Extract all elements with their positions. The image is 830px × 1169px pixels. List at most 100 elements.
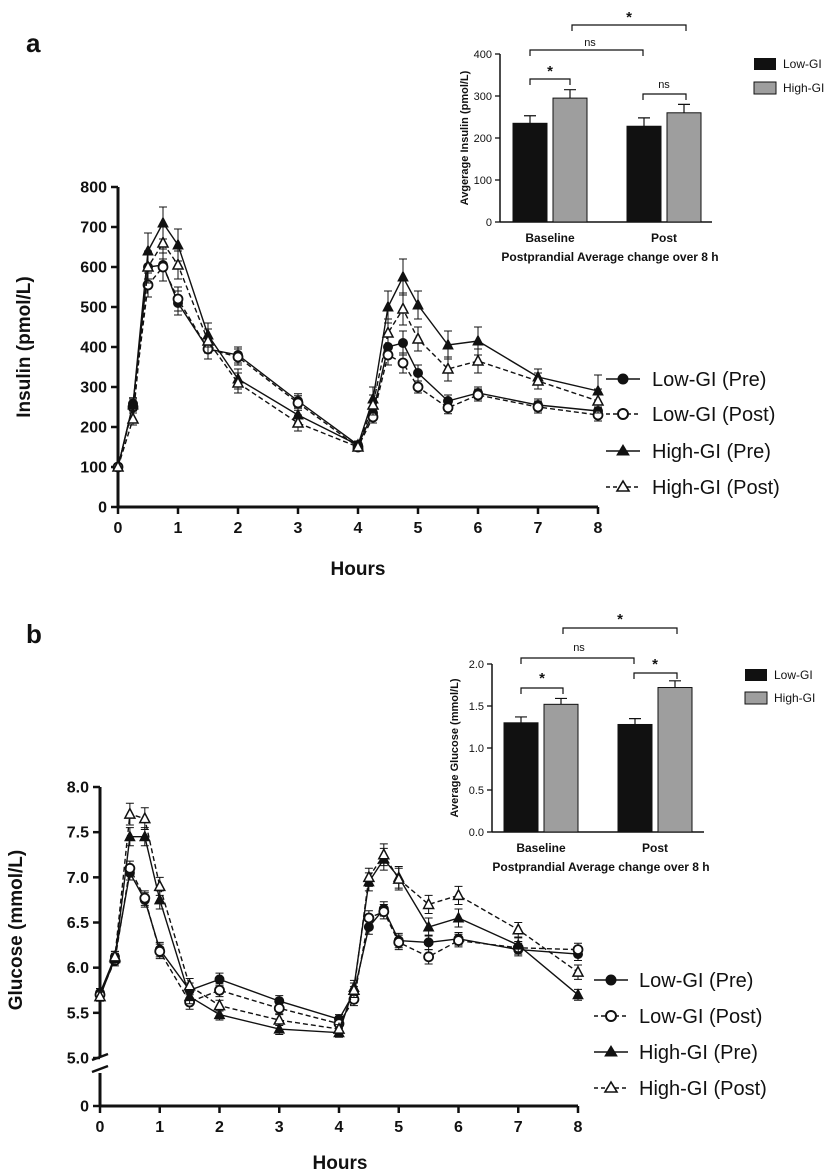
y-tick-label: 7.5 (67, 825, 89, 842)
filled-triangle-marker-icon (616, 444, 630, 456)
series-line (99, 870, 579, 1021)
y-tick-label: 6.0 (67, 960, 89, 977)
legend-item-low-gi-post: Low-GI (Post) (606, 404, 775, 426)
y-tick-label: 7.0 (67, 870, 89, 887)
x-tick-label: 1 (155, 1119, 164, 1136)
x-tick-label: 0 (114, 520, 123, 537)
data-point (411, 331, 425, 344)
inset-b-y-ticks: 0.0 0.5 1.0 1.5 2.0 (469, 659, 492, 839)
inset-bar-low-gi-post (626, 125, 662, 223)
data-point (273, 1012, 286, 1025)
x-tick-label: 8 (574, 1119, 583, 1136)
data-point (231, 375, 245, 388)
data-point (213, 1008, 226, 1020)
y-tick-label: 0 (80, 1099, 89, 1116)
panel-b-letter: b (26, 619, 42, 649)
data-point (183, 978, 196, 991)
x-tick-label: 7 (514, 1119, 523, 1136)
x-tick-label: 3 (275, 1119, 284, 1136)
data-point (572, 944, 584, 956)
data-point (412, 298, 424, 310)
data-point (363, 912, 375, 924)
panel-a-x-ticks: 0 1 2 3 4 5 6 7 8 (114, 507, 603, 537)
inset-y-tick-label: 2.0 (469, 659, 484, 671)
y-tick-label: 200 (80, 420, 107, 437)
panel-a-series (111, 206, 605, 473)
data-point (453, 935, 464, 946)
y-tick-label: 300 (80, 380, 107, 397)
inset-bar-low-gi-baseline (512, 122, 548, 223)
panel-b-inset-bar-chart: 0.0 0.5 1.0 1.5 2.0 Baseline Post Average Gl… (449, 611, 815, 874)
legend-label-high-gi-post: High-GI (Post) (639, 1078, 767, 1100)
inset-y-tick-label: 300 (474, 91, 492, 103)
open-triangle-marker-icon (615, 479, 631, 492)
data-point (452, 888, 465, 901)
inset-b-bracket-highgi (562, 627, 678, 634)
open-circle-marker-icon (617, 408, 629, 420)
inset-b-bracket-lowgi (520, 657, 635, 664)
legend-item-low-gi-pre: Low-GI (Pre) (606, 369, 766, 391)
data-point (442, 338, 454, 350)
x-tick-label: 2 (234, 520, 243, 537)
data-point (591, 393, 605, 406)
data-point (156, 235, 170, 248)
data-point (213, 998, 226, 1011)
legend-label-low-gi-post: Low-GI (Post) (652, 404, 775, 426)
filled-circle-marker-icon (617, 373, 629, 385)
x-tick-label: 2 (215, 1119, 224, 1136)
panel-a-insulin: a 0 100 200 300 400 500 600 700 800 0 1 2 3 4 5 6 7 8 In… (14, 9, 824, 580)
data-point (471, 353, 485, 366)
legend-label-low-gi-post: Low-GI (Post) (639, 1006, 762, 1028)
data-point (393, 936, 405, 948)
legend-label-high-gi-pre: High-GI (Pre) (639, 1042, 758, 1064)
inset-error-bar (555, 697, 567, 705)
panel-a-legend: Low-GI (Pre) Low-GI (Post) High-GI (Pre)… (606, 369, 780, 499)
data-point (141, 259, 155, 272)
y-tick-label: 400 (80, 340, 107, 357)
data-point (93, 989, 107, 1002)
panel-a-y-axis-title: Insulin (pmol/L) (14, 276, 35, 417)
data-point (153, 893, 166, 905)
panel-b-y-axis-title: Glucose (mmol/L) (6, 850, 27, 1010)
y-tick-label: 600 (80, 260, 107, 277)
inset-a-bracket-highgi (571, 24, 687, 31)
inset-bar-low-gi-post (617, 723, 653, 833)
inset-a-category-baseline: Baseline (525, 231, 575, 245)
data-point (126, 411, 140, 424)
inset-y-tick-label: 1.0 (469, 743, 484, 755)
data-point (381, 325, 395, 338)
y-tick-label: 5.5 (67, 1005, 89, 1022)
data-point (452, 911, 465, 923)
data-point (138, 811, 152, 824)
data-point (108, 949, 122, 962)
series-low-gi-post (94, 860, 584, 1030)
panel-b-legend: Low-GI (Pre) Low-GI (Post) High-GI (Pre)… (594, 970, 767, 1100)
x-tick-label: 7 (534, 520, 543, 537)
x-tick-label: 4 (354, 520, 363, 537)
data-point (172, 238, 184, 250)
data-point (423, 951, 435, 963)
data-point (183, 990, 196, 1002)
data-point (273, 1002, 285, 1014)
inset-b-bars (503, 680, 693, 833)
inset-bar-high-gi-baseline (552, 97, 588, 223)
legend-label-low-gi-pre: Low-GI (Pre) (652, 369, 766, 391)
data-point (201, 333, 215, 346)
inset-a-sig-baseline: * (547, 63, 553, 80)
inset-b-legend-low-gi: Low-GI (774, 668, 813, 682)
inset-bar-high-gi-post (657, 687, 693, 833)
x-tick-label: 5 (414, 520, 423, 537)
inset-a-bracket-lowgi (529, 49, 644, 56)
inset-error-bar (524, 115, 536, 124)
panel-b-y-ticks: 0 5.0 5.5 6.0 6.5 7.0 7.5 8.0 (67, 780, 100, 1116)
data-point (139, 892, 151, 904)
data-point (273, 1022, 286, 1034)
data-point (512, 938, 525, 950)
data-point (377, 847, 391, 860)
filled-circle-marker-icon (605, 974, 617, 986)
data-point (154, 946, 166, 957)
data-point (423, 937, 434, 948)
inset-y-tick-label: 100 (474, 175, 492, 187)
inset-a-legend-high-gi-swatch (753, 81, 777, 95)
